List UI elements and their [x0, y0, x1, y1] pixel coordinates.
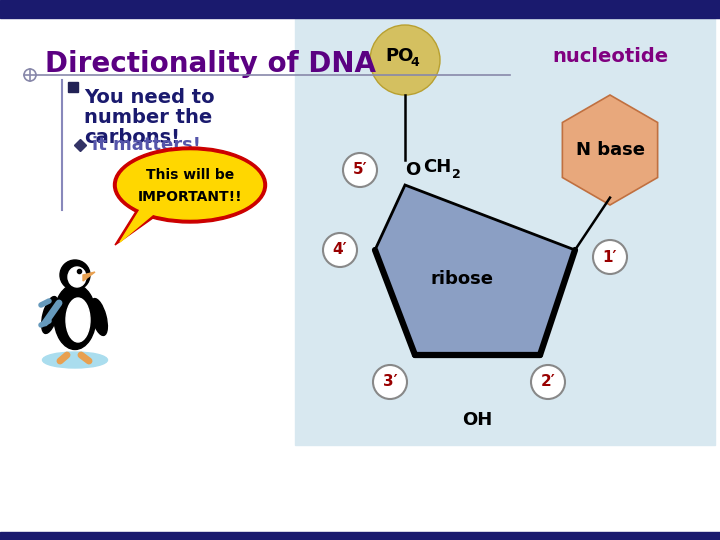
Text: carbons!: carbons!: [84, 128, 180, 147]
Text: IMPORTANT!!: IMPORTANT!!: [138, 190, 243, 204]
Text: 4: 4: [410, 56, 419, 69]
Text: 2: 2: [452, 168, 461, 181]
Bar: [68, 82, 78, 92]
Circle shape: [323, 233, 357, 267]
Ellipse shape: [42, 352, 107, 368]
Ellipse shape: [54, 285, 96, 349]
Circle shape: [343, 153, 377, 187]
Text: You need to: You need to: [84, 88, 215, 107]
Polygon shape: [83, 272, 95, 281]
Ellipse shape: [60, 260, 90, 290]
Text: it matters!: it matters!: [92, 136, 201, 154]
Circle shape: [531, 365, 565, 399]
Text: N base: N base: [575, 141, 644, 159]
Circle shape: [593, 240, 627, 274]
Circle shape: [24, 69, 36, 81]
Text: 4′: 4′: [333, 242, 347, 258]
Text: This will be: This will be: [146, 168, 234, 182]
Polygon shape: [115, 205, 160, 245]
Polygon shape: [562, 95, 657, 205]
Ellipse shape: [42, 296, 58, 333]
Text: OH: OH: [462, 411, 492, 429]
Circle shape: [373, 365, 407, 399]
Text: 1′: 1′: [603, 249, 617, 265]
Bar: [0, 532, 720, 540]
Polygon shape: [120, 205, 158, 242]
Ellipse shape: [66, 298, 90, 342]
Ellipse shape: [114, 147, 266, 223]
Bar: [295, 10, 715, 445]
Bar: [0, 0, 720, 18]
Text: 2′: 2′: [541, 375, 555, 389]
Text: ribose: ribose: [431, 270, 493, 288]
Text: Directionality of DNA: Directionality of DNA: [45, 50, 376, 78]
Text: nucleotide: nucleotide: [552, 48, 668, 66]
Ellipse shape: [91, 299, 107, 335]
Polygon shape: [375, 185, 575, 355]
Text: CH: CH: [423, 158, 451, 176]
Text: number the: number the: [84, 108, 212, 127]
Ellipse shape: [117, 151, 263, 219]
Text: 3′: 3′: [383, 375, 397, 389]
Text: O: O: [405, 161, 420, 179]
Text: 5′: 5′: [353, 163, 367, 178]
Text: PO: PO: [386, 47, 414, 65]
Circle shape: [370, 25, 440, 95]
Ellipse shape: [68, 267, 86, 287]
